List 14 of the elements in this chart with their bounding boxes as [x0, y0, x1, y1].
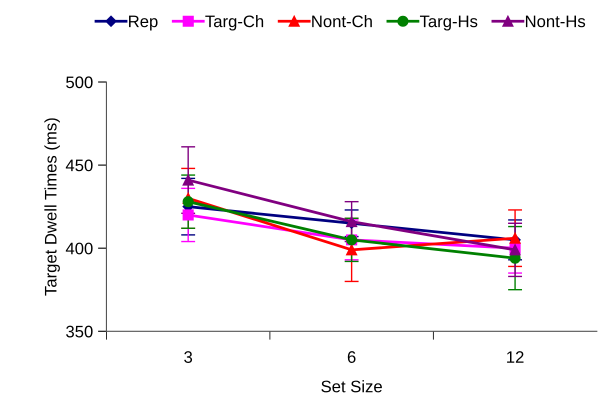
x-axis-title: Set Size: [321, 380, 382, 392]
legend-label: Rep: [129, 16, 158, 31]
legend-label: Nont-Hs: [526, 16, 586, 28]
x-tick-label: 12: [507, 351, 524, 363]
y-tick-label: 500: [66, 76, 93, 88]
legend-label: Nont-Ch: [312, 15, 372, 28]
legend-label: Targ-Hs: [420, 16, 478, 31]
y-tick-label: 450: [66, 160, 93, 172]
y-tick-label: 400: [66, 242, 93, 254]
legend-label: Targ-Ch: [205, 15, 264, 31]
y-tick-label: 350: [66, 326, 93, 338]
x-tick-label: 6: [348, 351, 356, 363]
x-tick-label: 3: [184, 351, 192, 363]
y-axis-title: Target Dwell Times (ms): [44, 118, 60, 296]
